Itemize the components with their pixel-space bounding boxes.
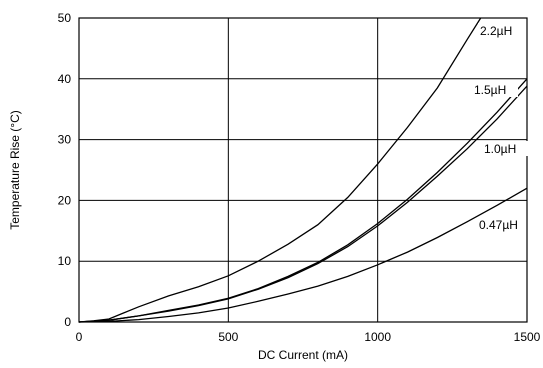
x-tick-label: 500 xyxy=(218,330,238,344)
series-labels: 2.2µH 1.5µH 1.0µH 0.47µH xyxy=(472,23,528,232)
y-tick-label: 0 xyxy=(64,315,71,329)
y-tick-label: 30 xyxy=(58,133,72,147)
series-line-1-0-h xyxy=(78,85,528,323)
x-tick-label: 1000 xyxy=(364,330,391,344)
series-line-0-47-h xyxy=(78,187,528,323)
series-line-2-2-h xyxy=(78,17,482,323)
y-tick-label: 20 xyxy=(58,193,72,207)
y-tick-label: 10 xyxy=(58,254,72,268)
x-axis-label: DC Current (mA) xyxy=(258,348,348,362)
series-label-2-2-h: 2.2µH xyxy=(480,24,512,38)
series-label-0-47-h: 0.47µH xyxy=(479,218,518,232)
y-tick-label: 40 xyxy=(58,72,72,86)
series-label-1-0-h: 1.0µH xyxy=(484,142,516,156)
series-label-background xyxy=(478,23,524,38)
series-label-background xyxy=(482,141,528,156)
series-label-background xyxy=(472,82,518,97)
series-label-background xyxy=(477,217,523,232)
x-tick-label: 1500 xyxy=(514,330,541,344)
x-tick-label: 0 xyxy=(76,330,83,344)
y-tick-label: 50 xyxy=(58,11,72,25)
series-label-1-5-h: 1.5µH xyxy=(474,83,506,97)
curves xyxy=(78,17,528,323)
grid xyxy=(79,18,527,322)
y-axis-label: Temperature Rise (°C) xyxy=(8,110,22,230)
plot-frame xyxy=(78,17,528,323)
